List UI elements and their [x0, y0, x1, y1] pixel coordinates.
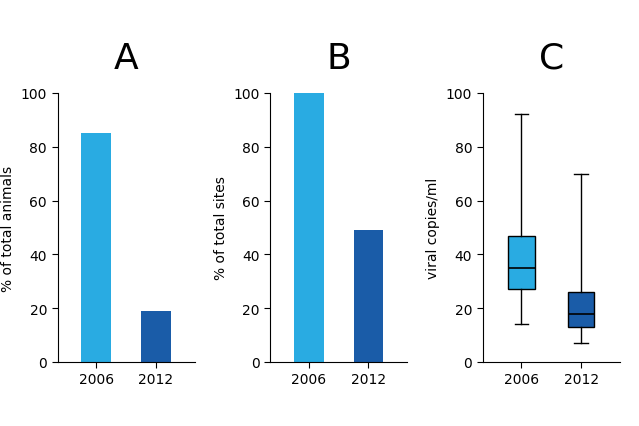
PathPatch shape — [508, 236, 535, 290]
PathPatch shape — [567, 292, 594, 327]
Y-axis label: viral copies/ml: viral copies/ml — [426, 177, 440, 279]
Y-axis label: % of total animals: % of total animals — [1, 165, 15, 291]
Title: B: B — [327, 42, 351, 76]
Y-axis label: % of total sites: % of total sites — [214, 176, 227, 280]
Bar — [353, 230, 383, 362]
Bar — [141, 311, 171, 362]
Title: A: A — [114, 42, 139, 76]
Title: C: C — [539, 42, 564, 76]
Bar — [294, 94, 324, 362]
Bar — [81, 134, 111, 362]
